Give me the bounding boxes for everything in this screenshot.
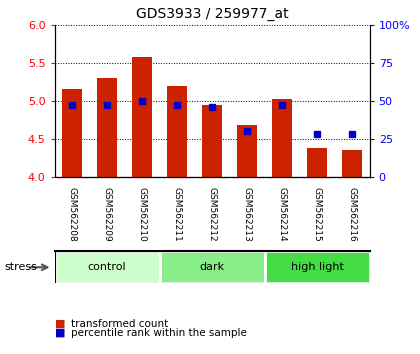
Text: GSM562215: GSM562215 [312, 187, 322, 241]
Text: GSM562214: GSM562214 [278, 187, 286, 241]
Bar [342, 150, 362, 177]
Bar [202, 105, 222, 177]
Title: GDS3933 / 259977_at: GDS3933 / 259977_at [136, 7, 289, 21]
Bar [273, 99, 292, 177]
Text: GSM562216: GSM562216 [348, 187, 357, 241]
Text: ■: ■ [55, 328, 65, 338]
Text: GSM562209: GSM562209 [102, 187, 112, 241]
Bar [307, 148, 327, 177]
Text: GSM562213: GSM562213 [243, 187, 252, 241]
Text: stress: stress [4, 262, 37, 272]
Text: GSM562211: GSM562211 [173, 187, 181, 241]
Text: transformed count: transformed count [71, 319, 169, 329]
Text: dark: dark [200, 262, 225, 272]
Bar [63, 90, 82, 177]
Bar [55, 251, 160, 283]
Bar [168, 86, 187, 177]
Text: control: control [88, 262, 126, 272]
Bar [160, 251, 265, 283]
Bar [132, 57, 152, 177]
Bar [265, 251, 370, 283]
Text: ■: ■ [55, 319, 65, 329]
Text: high light: high light [291, 262, 344, 272]
Text: percentile rank within the sample: percentile rank within the sample [71, 328, 247, 338]
Text: GSM562208: GSM562208 [68, 187, 76, 241]
Text: GSM562212: GSM562212 [207, 187, 217, 241]
Bar [237, 125, 257, 177]
Text: GSM562210: GSM562210 [138, 187, 147, 241]
Bar [97, 78, 117, 177]
